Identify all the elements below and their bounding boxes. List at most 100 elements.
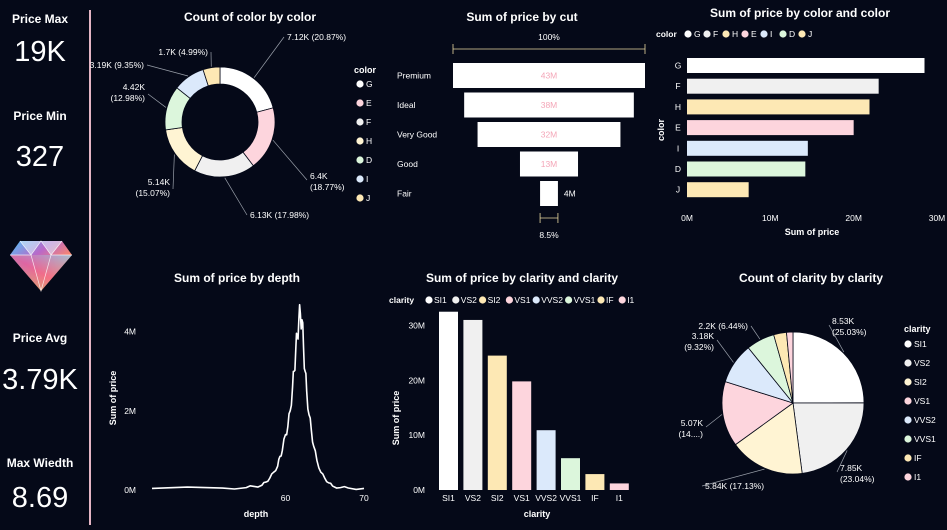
category-label: E: [675, 123, 681, 133]
category-label: VS2: [465, 493, 481, 503]
funnel-value-label: 13M: [541, 159, 558, 169]
hbar: [687, 58, 925, 73]
legend-label: E: [366, 98, 372, 108]
funnel-top-label: 100%: [538, 32, 560, 42]
legend-marker: [479, 296, 487, 304]
y-tick-label: 20M: [408, 375, 425, 385]
kpi-price-min-value: 327: [15, 141, 65, 173]
category-label: I1: [616, 493, 623, 503]
legend-marker: [904, 473, 912, 481]
chart-title: Sum of price by depth: [174, 271, 300, 285]
legend-marker: [597, 296, 605, 304]
y-tick-label: 10M: [408, 430, 425, 440]
legend-marker: [618, 296, 626, 304]
funnel-bar: [453, 63, 645, 88]
clarity-vbar-panel: Sum of price by clarity and clarity clar…: [385, 260, 665, 528]
legend-marker: [760, 30, 768, 38]
y-tick-label: 4M: [124, 327, 136, 337]
legend-title: color: [354, 65, 377, 75]
legend-label: D: [366, 155, 372, 165]
category-label: I: [677, 143, 679, 153]
funnel-bar: [477, 122, 621, 147]
legend-title: color: [656, 29, 677, 39]
funnel-bottom-label: 8.5%: [539, 230, 559, 240]
depth-line-chart: Sum of price by depth 0M 2M 4M 60 70 depth Sum…: [108, 271, 369, 519]
legend-marker: [356, 118, 364, 126]
vbar: [487, 355, 507, 490]
legend-label: VS1: [914, 396, 930, 406]
legend-marker: [703, 30, 711, 38]
legend-marker: [904, 397, 912, 405]
legend-title: clarity: [389, 295, 414, 305]
slice-label: 6.4K: [310, 171, 328, 181]
legend-marker: [356, 175, 364, 183]
legend-label: I1: [627, 295, 634, 305]
funnel-bar: [464, 92, 634, 118]
legend-marker: [904, 435, 912, 443]
legend-label: G: [694, 29, 701, 39]
legend-label: VVS1: [914, 434, 936, 444]
donut-slice: [219, 66, 274, 113]
category-label: J: [676, 185, 680, 195]
funnel-category-label: Good: [397, 159, 418, 169]
legend-label: J: [366, 193, 370, 203]
pie-slice: [721, 381, 794, 446]
vbar: [439, 311, 458, 490]
y-tick-label: 30M: [408, 320, 425, 330]
hbar: [687, 99, 870, 115]
legend-marker: [425, 296, 433, 304]
color-hbar-panel: Sum of price by color and color color G F H…: [655, 0, 945, 250]
x-tick-label: 20M: [845, 213, 862, 223]
chart-title: Sum of price by color and color: [710, 6, 890, 20]
legend-label: VS1: [514, 295, 530, 305]
legend-label: IF: [606, 295, 614, 305]
legend-label: SI2: [914, 377, 927, 387]
cut-funnel-chart: Sum of price by cut 100% Premium 43M Ideal 3…: [397, 10, 646, 240]
slice-label: 5.14K: [148, 177, 171, 187]
legend-label: SI2: [488, 295, 501, 305]
y-tick-label: 0M: [413, 485, 425, 495]
slice-label: 1.7K (4.99%): [158, 47, 208, 57]
category-label: H: [675, 102, 681, 112]
funnel-category-label: Very Good: [397, 130, 437, 140]
legend-marker: [722, 30, 730, 38]
funnel-value-label: 43M: [541, 71, 558, 81]
legend-label: I1: [914, 472, 921, 482]
x-tick-label: 10M: [762, 213, 779, 223]
legend-title: clarity: [904, 324, 931, 334]
line-series: [151, 303, 365, 491]
category-label: VVS2: [535, 493, 557, 503]
category-label: VVS1: [560, 493, 582, 503]
leader-line: [701, 468, 765, 487]
x-tick-label: 0M: [681, 213, 693, 223]
legend-label: H: [732, 29, 738, 39]
category-label: SI1: [442, 493, 455, 503]
diamond-logo: [4, 233, 78, 295]
legend-label: VVS2: [914, 415, 936, 425]
leader-line: [253, 36, 285, 78]
legend-label: F: [366, 117, 371, 127]
legend-marker: [565, 296, 573, 304]
leader-line: [750, 325, 761, 340]
category-label: F: [675, 81, 680, 91]
funnel-category-label: Fair: [397, 189, 412, 199]
slice-label: 3.19K (9.35%): [90, 60, 145, 70]
donut-slice: [165, 127, 204, 172]
legend-marker: [904, 378, 912, 386]
category-label: D: [675, 164, 681, 174]
slice-label: 5.84K (17.13%): [705, 481, 764, 491]
clarity-pie-panel: Count of clarity by clarity 8.53K (25.03%…: [670, 260, 947, 528]
vbar: [609, 483, 629, 490]
slice-label: 7.85K: [840, 463, 863, 473]
pie-slice: [792, 331, 865, 404]
slice-label: 4.42K: [123, 82, 146, 92]
leader-line: [705, 414, 723, 428]
leader-line: [146, 64, 189, 77]
legend-marker: [452, 296, 460, 304]
slice-label: (15.07%): [136, 188, 171, 198]
leader-line: [716, 339, 734, 363]
funnel-value-label: 32M: [541, 130, 558, 140]
legend-marker: [356, 194, 364, 202]
funnel-category-label: Ideal: [397, 100, 416, 110]
legend-label: VVS2: [541, 295, 563, 305]
